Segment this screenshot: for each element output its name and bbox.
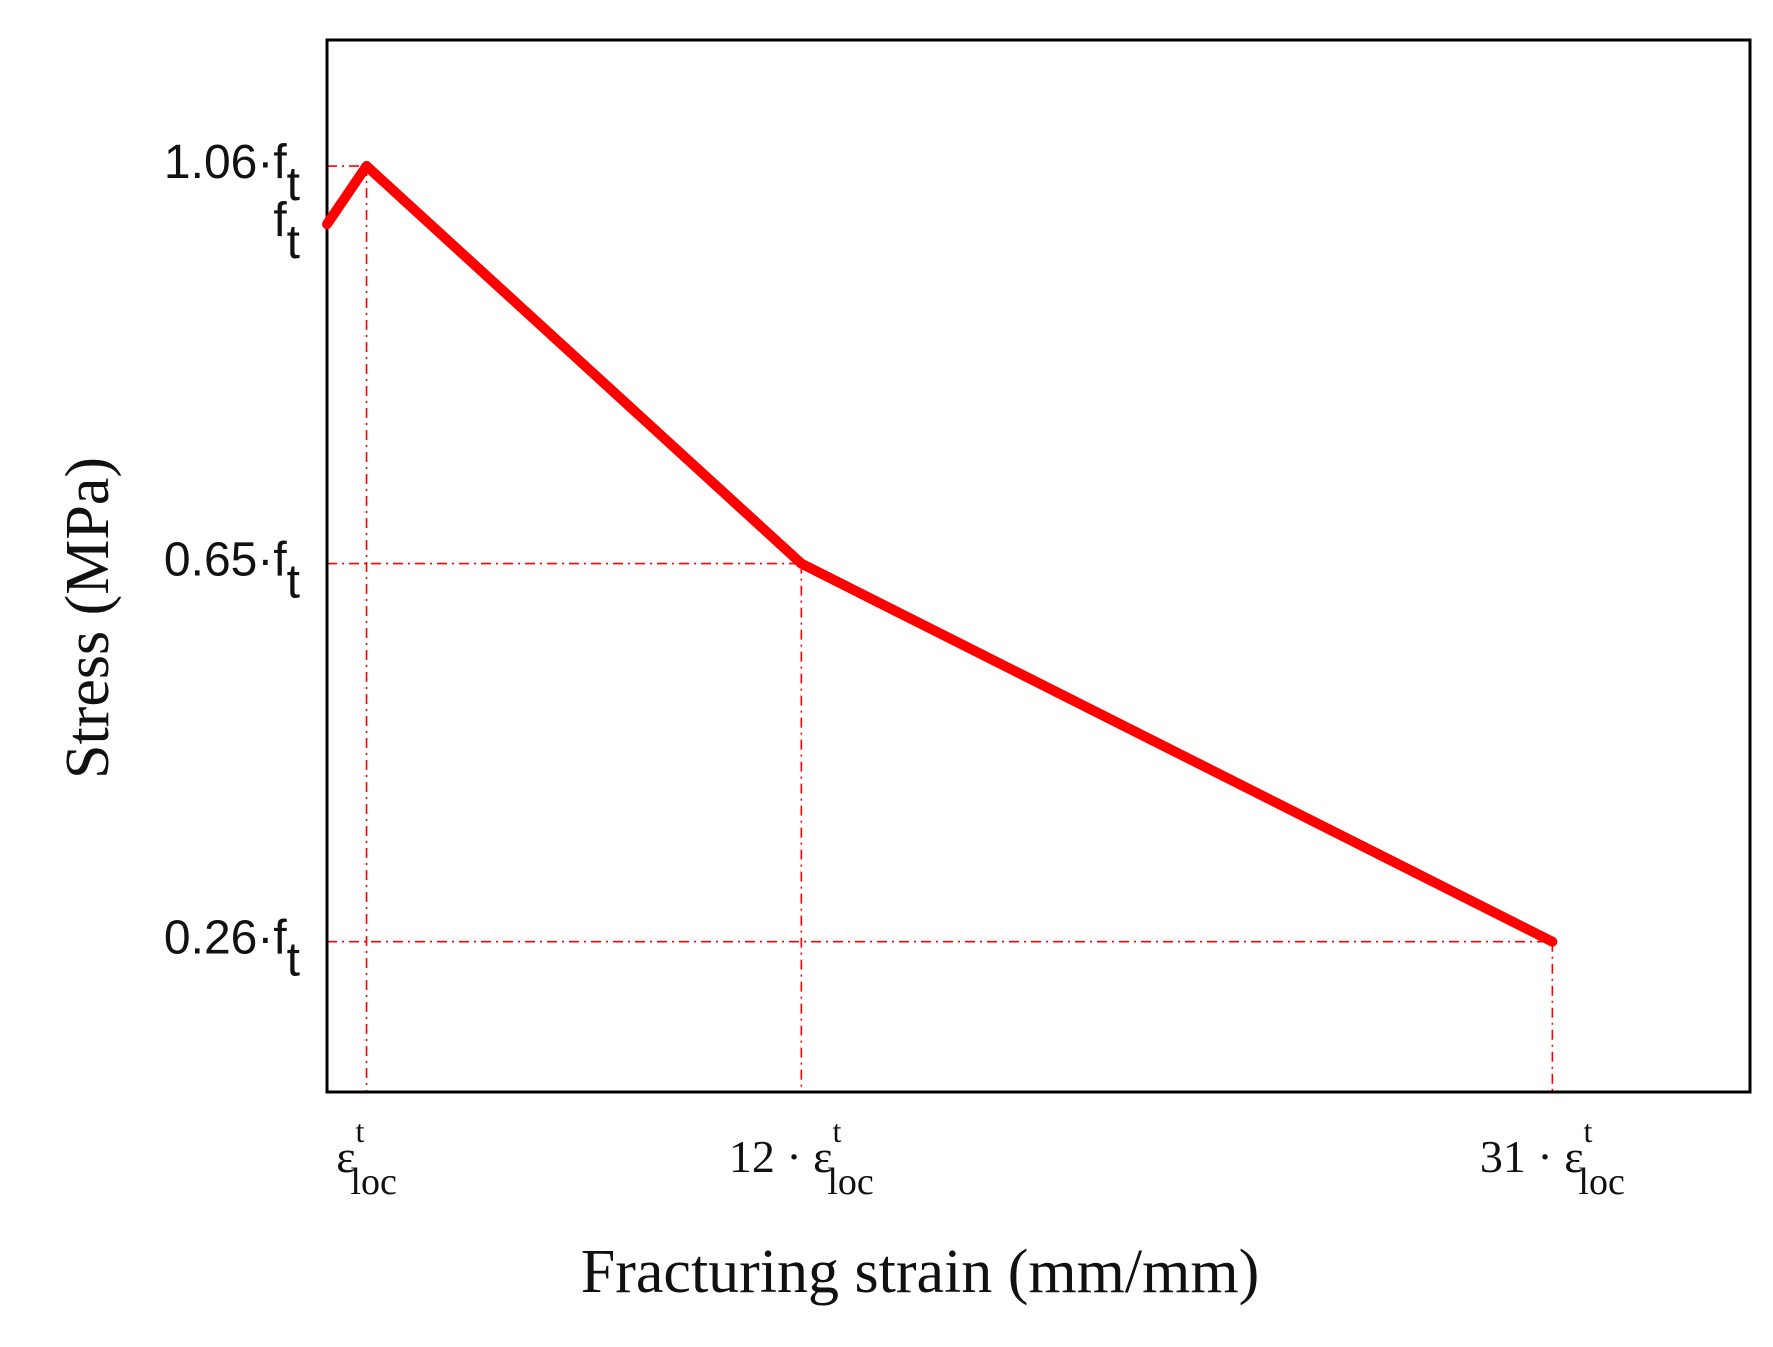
y-tick-label: ft bbox=[273, 194, 300, 269]
y-axis-title: Stress (MPa) bbox=[54, 457, 122, 779]
series-line-segment bbox=[361, 161, 807, 569]
x-tick-label: 31 · εt loc bbox=[1480, 1113, 1625, 1203]
series-layer bbox=[322, 161, 1558, 947]
x-axis-title: Fracturing strain (mm/mm) bbox=[581, 1238, 1259, 1306]
guide-lines bbox=[327, 165, 1554, 1092]
y-tick-label: 0.65·ft bbox=[164, 534, 300, 609]
y-tick-label: 0.26·ft bbox=[164, 912, 300, 987]
x-tick-labels: εt loc 12 · εt loc 31 · εt loc bbox=[336, 1113, 1625, 1203]
plot-frame bbox=[325, 38, 1752, 1094]
x-tick-label: εt loc bbox=[336, 1113, 397, 1203]
y-tick-label: 1.06·ft bbox=[164, 136, 300, 211]
series-line-segment bbox=[796, 558, 1558, 947]
series-line-segment bbox=[322, 161, 372, 230]
x-tick-label: 12 · εt loc bbox=[729, 1113, 874, 1203]
